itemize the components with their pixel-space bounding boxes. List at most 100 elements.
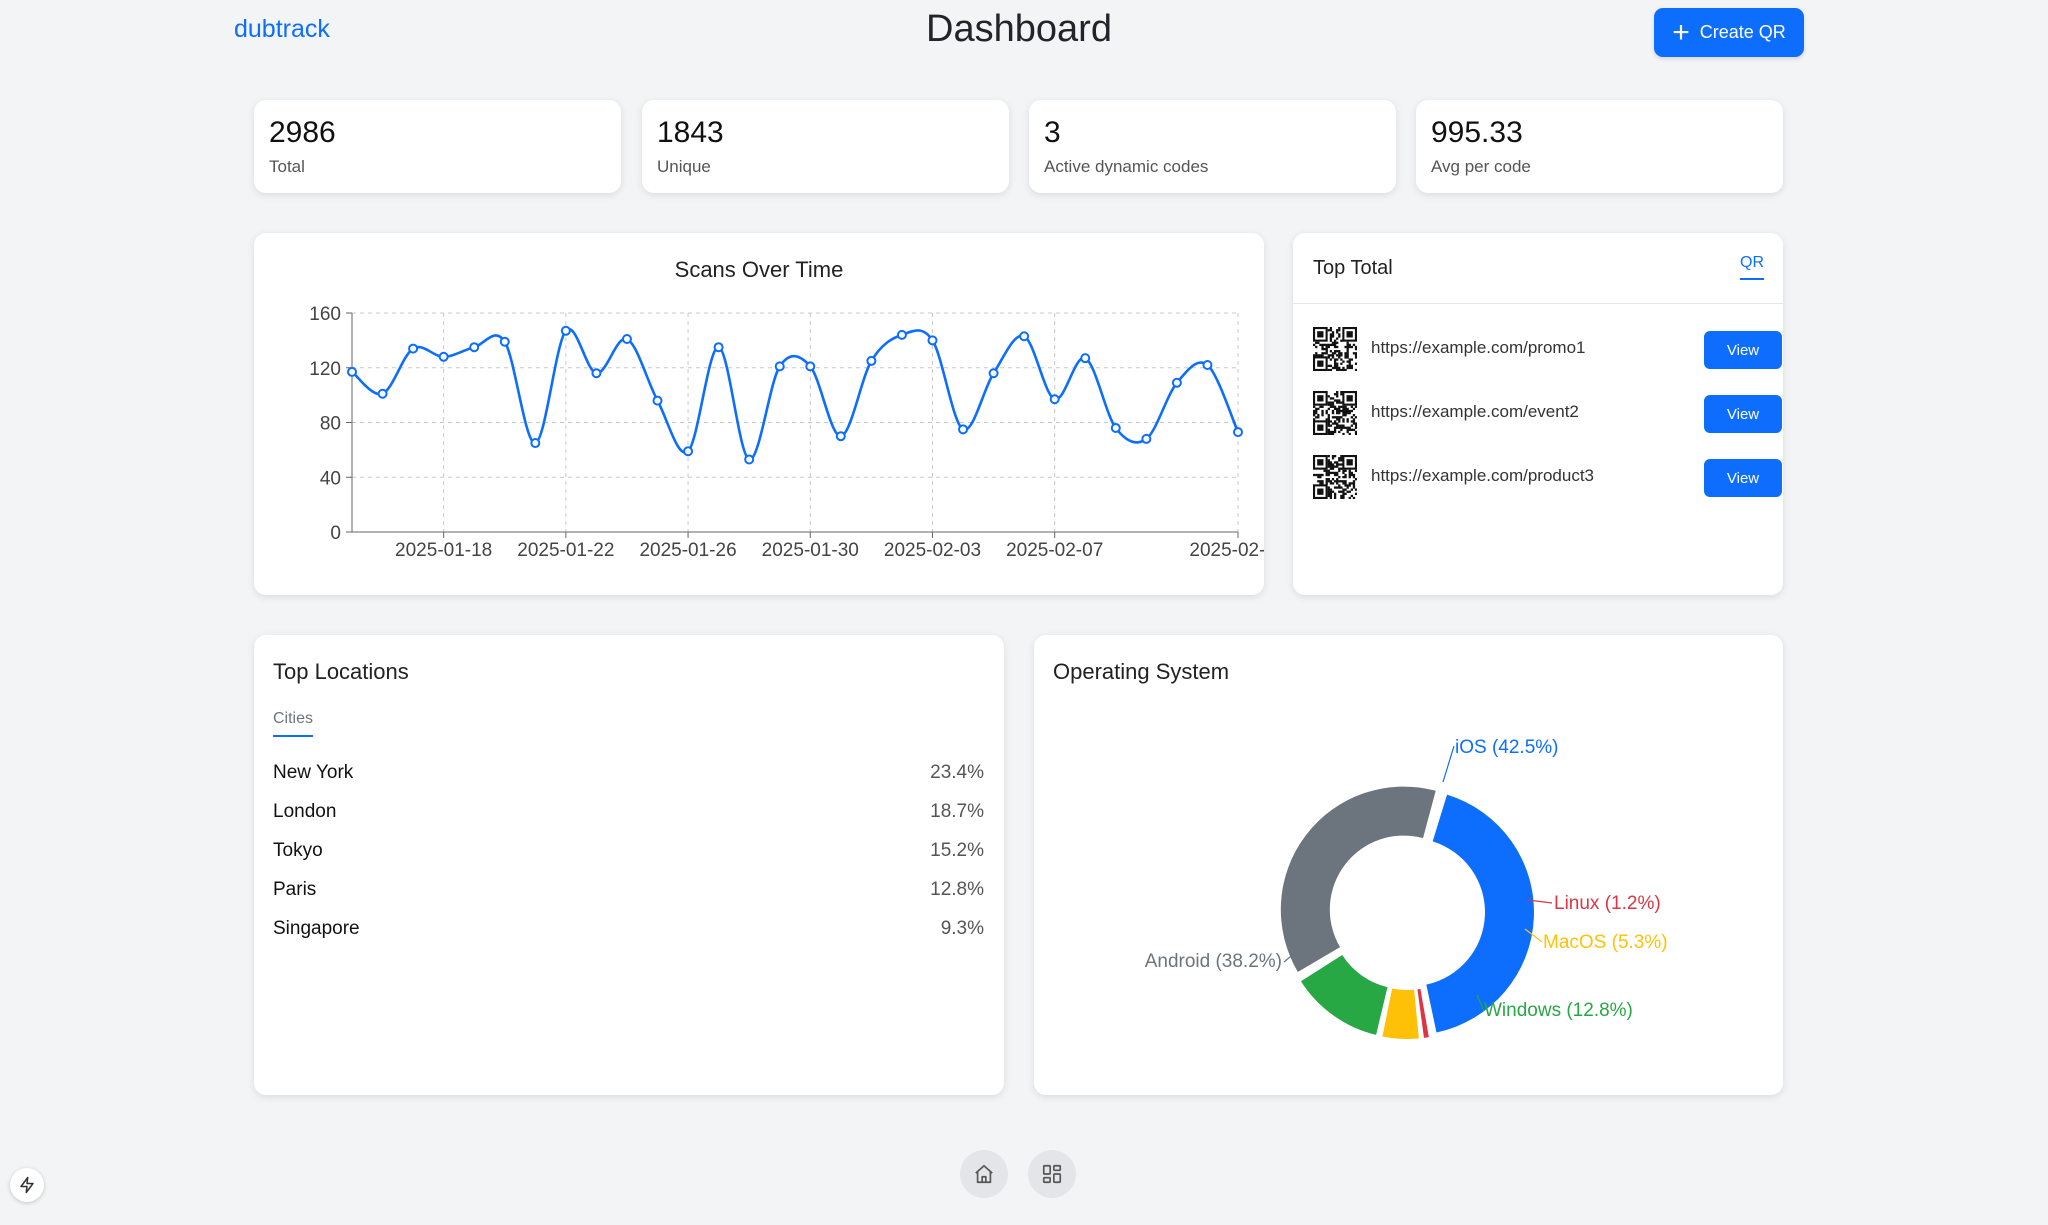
stat-card-active-dynamic: 3 Active dynamic codes [1029,100,1396,193]
data-point [377,388,388,399]
stat-label: Avg per code [1431,157,1531,176]
y-tick-label: 80 [320,414,341,435]
y-tick-label: 160 [309,304,341,325]
location-row: Singapore 9.3% [273,918,984,948]
donut-slice-android [1280,786,1436,972]
location-row: New York 23.4% [273,762,984,792]
data-point [866,355,877,366]
divider [1293,303,1783,304]
data-point [438,351,449,362]
x-tick-label: 2025-01-30 [762,540,859,561]
data-point [1233,427,1243,438]
qr-url: https://example.com/event2 [1371,402,1579,421]
slice-leader-line [1476,994,1485,1012]
os-title: Operating System [1053,659,1230,684]
view-button[interactable]: View [1704,395,1782,433]
y-tick-label: 40 [320,468,341,489]
data-point [774,361,785,372]
home-button[interactable] [960,1150,1008,1198]
slice-label: Linux (1.2%) [1554,893,1661,914]
x-tick-label: 2025-02-07 [1006,540,1103,561]
data-point [591,368,602,379]
data-point [347,366,357,377]
data-point [713,342,724,353]
create-qr-label: Create QR [1699,22,1786,42]
stat-card-avg-per-code: 995.33 Avg per code [1416,100,1783,193]
qr-code-icon [1313,327,1357,371]
top-total-row: https://example.com/event2 View [1313,389,1782,437]
x-tick-label: 2025-02-13 [1189,540,1264,561]
location-percent: 15.2% [930,840,984,861]
operating-system-card: Operating System iOS (42.5%) Linux (1.2%)… [1034,635,1783,1095]
page-title: Dashboard [926,8,1112,50]
stat-value: 995.33 [1431,116,1523,149]
location-percent: 12.8% [930,879,984,900]
data-point [469,342,480,353]
donut-slice-macos [1382,988,1419,1039]
slice-leader-line [1527,899,1553,904]
slice-leader-line [1524,928,1543,943]
location-city: New York [273,762,354,783]
data-point [744,454,755,465]
bolt-icon [20,1176,34,1194]
series-line [351,327,1240,461]
stat-value: 2986 [269,116,336,149]
data-point [1080,353,1091,364]
donut-slice-windows [1300,954,1388,1035]
top-locations-title: Top Locations [273,659,409,684]
data-point [1049,394,1060,405]
grid-button[interactable] [1028,1150,1076,1198]
location-row: London 18.7% [273,801,984,831]
x-tick-label: 2025-02-03 [884,540,981,561]
slice-leader-line [1442,745,1455,783]
top-total-card: Top Total QR https://example.com/promo1 … [1293,233,1783,595]
tab-cities[interactable]: Cities [273,710,314,737]
data-point [896,329,907,340]
data-point [560,325,571,336]
slice-label: iOS (42.5%) [1455,737,1558,758]
stat-value: 3 [1044,116,1061,149]
data-point [499,336,510,347]
y-tick-label: 120 [309,359,341,380]
grid-icon [1042,1164,1062,1184]
stat-card-total: 2986 Total [254,100,621,193]
chart-title: Scans Over Time [674,257,844,282]
create-qr-button[interactable]: + Create QR [1654,8,1804,57]
scans-over-time-card: Scans Over Time 0 40 80 120 160 2025-01-18 202… [254,233,1264,595]
view-button[interactable]: View [1704,459,1782,497]
top-total-row: https://example.com/promo1 View [1313,325,1782,373]
qr-code-icon [1313,391,1357,435]
data-point [927,335,938,346]
data-point [1110,422,1121,433]
location-city: London [273,801,337,822]
brand-logo[interactable]: dubtrack [234,15,330,43]
location-city: Paris [273,879,317,900]
data-point [805,361,816,372]
location-percent: 18.7% [930,801,984,822]
location-percent: 23.4% [930,762,984,783]
slice-label: Windows (12.8%) [1484,1000,1633,1021]
data-point [530,438,541,449]
data-point [1141,433,1152,444]
home-icon [975,1164,993,1184]
data-point [1171,377,1182,388]
qr-code-icon [1313,455,1357,499]
data-point [835,431,846,442]
slice-label: Android (38.2%) [1145,951,1282,972]
data-point [652,395,663,406]
tab-qr[interactable]: QR [1740,254,1764,280]
view-button[interactable]: View [1704,331,1782,369]
data-point [988,368,999,379]
location-city: Singapore [273,918,360,939]
qr-url: https://example.com/product3 [1371,466,1595,485]
x-tick-label: 2025-01-18 [395,540,492,561]
stat-value: 1843 [657,116,724,149]
data-point [621,334,632,345]
stat-label: Active dynamic codes [1044,157,1209,176]
location-city: Tokyo [273,840,323,861]
location-row: Paris 12.8% [273,879,984,909]
x-tick-label: 2025-01-26 [639,540,736,561]
qr-url: https://example.com/promo1 [1371,338,1586,357]
scans-line-chart: 0 40 80 120 160 2025-01-18 2025-01-22 2025-01-2… [309,304,1264,561]
bolt-button[interactable] [10,1168,44,1202]
